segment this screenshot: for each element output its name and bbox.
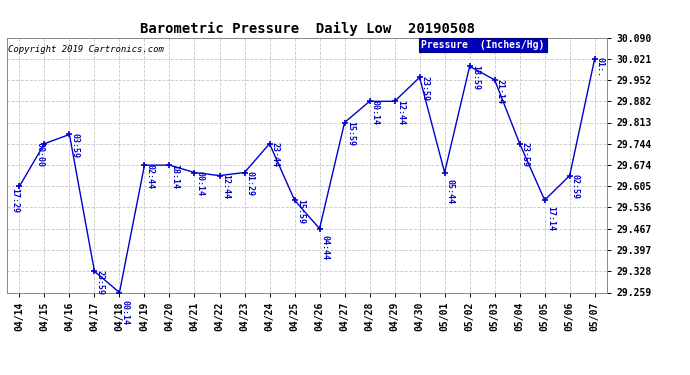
Text: 00:14: 00:14 [121, 300, 130, 325]
Text: 17:14: 17:14 [546, 206, 555, 231]
Text: 03:59: 03:59 [70, 133, 79, 158]
Text: 18:59: 18:59 [471, 65, 480, 90]
Text: 00:14: 00:14 [196, 171, 205, 196]
Text: 15:59: 15:59 [346, 121, 355, 146]
Text: 23:59: 23:59 [96, 270, 105, 295]
Text: 00:00: 00:00 [36, 142, 45, 167]
Text: 17:29: 17:29 [10, 188, 19, 213]
Text: 21:14: 21:14 [496, 79, 505, 104]
Text: 12:44: 12:44 [221, 174, 230, 200]
Text: 01:.: 01:. [596, 57, 605, 78]
Text: 05:44: 05:44 [446, 178, 455, 204]
Text: 18:14: 18:14 [170, 164, 179, 189]
Text: 15:59: 15:59 [296, 199, 305, 224]
Text: 04:44: 04:44 [321, 235, 330, 260]
Text: 12:44: 12:44 [396, 100, 405, 125]
Text: 23:59: 23:59 [521, 142, 530, 168]
Title: Barometric Pressure  Daily Low  20190508: Barometric Pressure Daily Low 20190508 [139, 22, 475, 36]
Text: 00:14: 00:14 [371, 100, 380, 125]
Text: 02:44: 02:44 [146, 164, 155, 189]
Text: Pressure  (Inches/Hg): Pressure (Inches/Hg) [421, 40, 544, 50]
Text: Copyright 2019 Cartronics.com: Copyright 2019 Cartronics.com [8, 45, 164, 54]
Text: 23:44: 23:44 [270, 142, 279, 168]
Text: 02:59: 02:59 [571, 174, 580, 200]
Text: 01:29: 01:29 [246, 171, 255, 196]
Text: 23:59: 23:59 [421, 76, 430, 101]
